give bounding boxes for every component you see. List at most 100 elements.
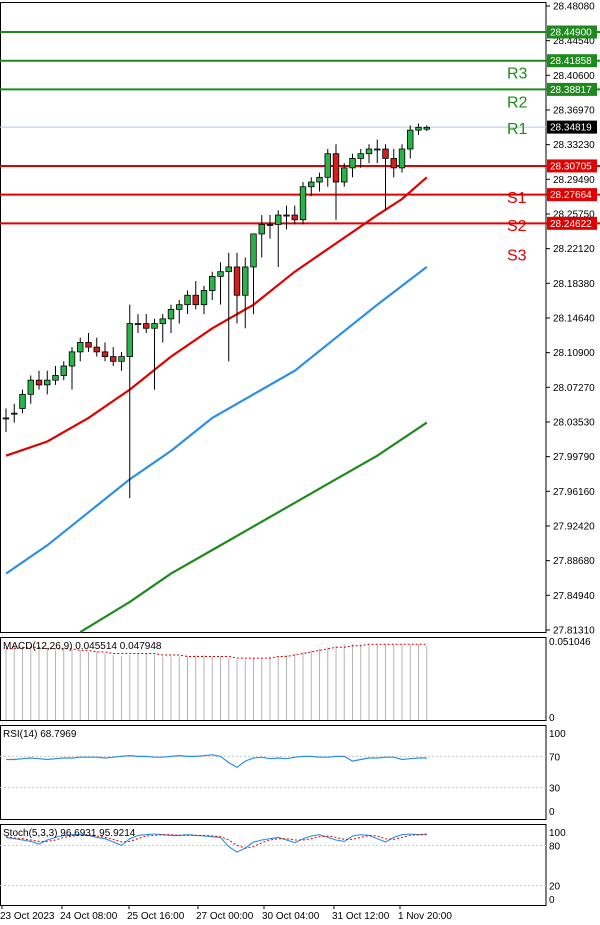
candle — [299, 182, 307, 225]
candle-body-up — [134, 323, 142, 325]
candle-body-down — [110, 356, 117, 362]
candle — [349, 153, 356, 178]
candle-body-down — [233, 266, 241, 296]
candle-body-up — [349, 158, 356, 169]
x-tick-label: 25 Oct 16:00 — [127, 911, 185, 922]
candle-body-up — [200, 290, 208, 306]
candle — [118, 351, 125, 371]
candle-body-up — [341, 167, 348, 183]
candle — [225, 252, 232, 362]
ma-fast-line — [5, 176, 428, 457]
candle-body-down — [390, 158, 397, 169]
y-tick-label: 28.10900 — [553, 348, 595, 359]
candle-body-up — [176, 304, 183, 310]
candle-body-up — [407, 129, 414, 150]
candle — [27, 375, 34, 404]
candle-body-up — [415, 126, 422, 131]
panel-border-0 — [0, 2, 547, 633]
candle-body-up — [184, 294, 191, 306]
level-label-r1: R1 — [507, 121, 528, 138]
candle — [44, 370, 51, 395]
candle-body-down — [85, 342, 92, 348]
candle-body-up — [2, 417, 10, 420]
y-tick-label: 28.48080 — [553, 2, 595, 13]
candle — [85, 332, 92, 352]
y-tick-label: 28.03530 — [553, 418, 595, 429]
candle-body-up — [299, 186, 307, 221]
x-axis: 23 Oct 2023 24 Oct 08:00 25 Oct 16:00 27 Oc… — [0, 905, 452, 922]
candle-body-down — [93, 346, 100, 353]
candle — [382, 144, 389, 211]
candle — [176, 299, 183, 324]
candle — [308, 177, 315, 197]
macd-label: MACD(12,26,9) 0.045514 0.047948 — [3, 641, 162, 652]
candle — [200, 285, 208, 315]
x-tick-label: 31 Oct 12:00 — [332, 911, 390, 922]
stoch-label: Stoch(5,3,3) 96.6931 95.9214 — [3, 828, 136, 839]
candle — [217, 262, 224, 305]
candle — [77, 337, 84, 362]
candle — [398, 144, 406, 173]
stoch-axis-label: 100 — [549, 828, 566, 839]
price-label: 28.30705 — [550, 161, 592, 172]
candle — [266, 215, 274, 239]
candle — [126, 304, 133, 499]
level-label-r2: R2 — [507, 94, 528, 111]
y-tick-label: 28.44540 — [553, 36, 595, 47]
price-label-bg — [547, 120, 597, 134]
candle-body-up — [52, 375, 59, 381]
candle — [11, 403, 18, 423]
candle — [324, 149, 331, 187]
candle — [35, 370, 43, 390]
candle-body-up — [44, 379, 51, 386]
candle — [184, 290, 191, 315]
price-label: 28.44900 — [550, 28, 592, 39]
y-tick-label: 28.36970 — [553, 106, 595, 117]
candle-body-up — [357, 153, 364, 159]
candle-body-up — [266, 224, 274, 226]
macd-signal-line — [6, 643, 427, 659]
candle — [341, 163, 348, 187]
candle-body-up — [126, 323, 133, 357]
candle — [101, 342, 109, 362]
ma-mid-line — [5, 266, 428, 575]
candle-body-up — [374, 148, 381, 151]
candle — [151, 318, 158, 390]
y-tick-label: 28.07270 — [553, 383, 595, 394]
candle — [60, 361, 67, 381]
y-tick-label: 28.18380 — [553, 279, 595, 290]
macd-axis-label: 0 — [549, 713, 555, 724]
rsi-axis-label: 30 — [549, 784, 561, 795]
panel-border-3 — [0, 824, 547, 906]
price-label: 28.38817 — [550, 85, 592, 96]
x-tick-label: 27 Oct 00:00 — [196, 911, 254, 922]
y-tick-label: 28.25750 — [553, 210, 595, 221]
stoch-panel: Stoch(5,3,3) 96.6931 95.9214 100 80 20 0 — [0, 828, 566, 906]
candle — [407, 125, 414, 159]
candle — [365, 144, 373, 164]
candle — [291, 205, 298, 225]
macd-axis-label: 0.051046 — [549, 637, 591, 648]
candle-body-up — [118, 356, 125, 362]
candle — [316, 172, 323, 192]
candle — [167, 304, 175, 333]
candle-body-up — [159, 318, 166, 324]
level-label-s3: S3 — [507, 247, 527, 264]
candle-body-down — [192, 294, 199, 306]
candle — [390, 149, 397, 178]
price-label: 28.24622 — [550, 219, 592, 230]
price-label-bg — [547, 25, 597, 39]
candle-body-down — [291, 214, 298, 221]
candle-body-up — [275, 214, 282, 225]
candle — [332, 144, 340, 220]
rsi-axis-label: 70 — [549, 752, 561, 763]
y-tick-label: 28.22120 — [553, 244, 595, 255]
y-tick-label: 27.81310 — [553, 626, 595, 637]
candle-body-up — [365, 148, 373, 155]
price-label-bg — [547, 159, 597, 173]
candle — [283, 205, 290, 230]
y-tick-label: 27.88680 — [553, 556, 595, 567]
panel-frames — [0, 2, 547, 906]
stoch-axis-label: 80 — [549, 841, 561, 852]
